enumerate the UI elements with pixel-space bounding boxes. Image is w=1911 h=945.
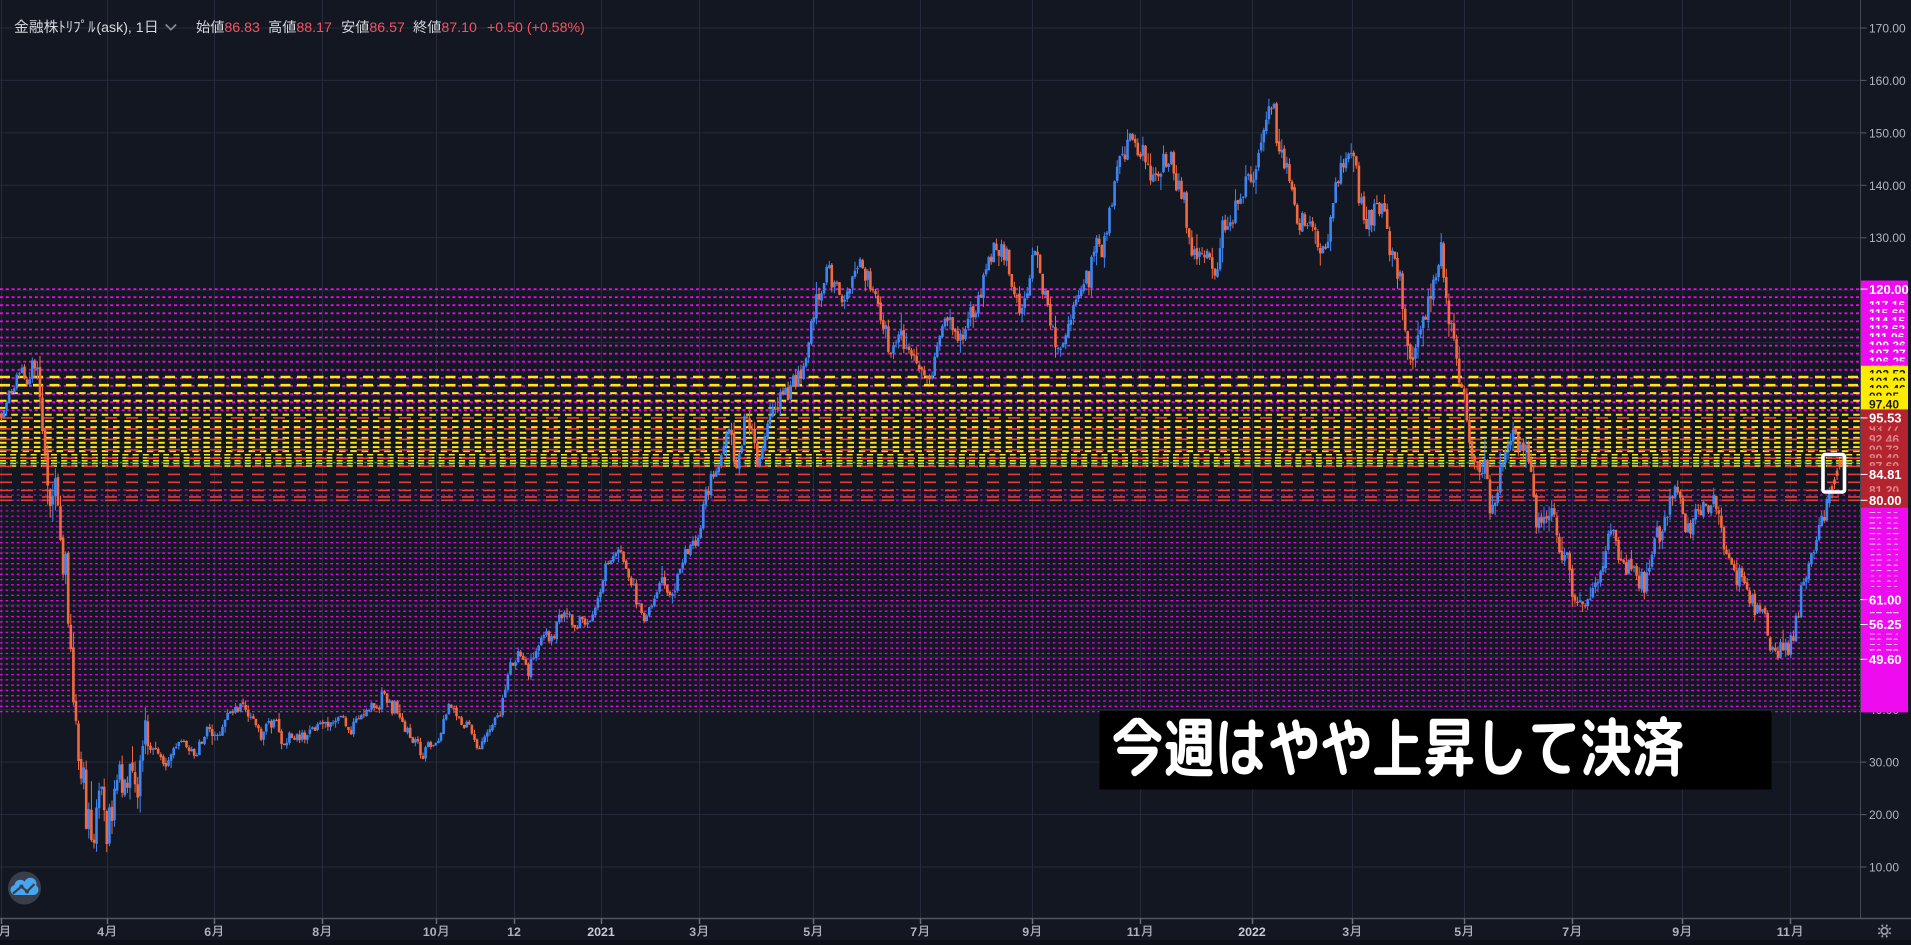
svg-text:160.00: 160.00 — [1869, 74, 1906, 88]
svg-text:86.83: 86.83 — [224, 20, 260, 36]
svg-text:170.00: 170.00 — [1869, 22, 1906, 36]
svg-text:3: 3 — [689, 925, 696, 939]
svg-text:150.00: 150.00 — [1869, 126, 1906, 140]
svg-text:88.17: 88.17 — [296, 20, 332, 36]
svg-text:8: 8 — [312, 925, 319, 939]
svg-text:11: 11 — [1777, 925, 1790, 939]
svg-text:12: 12 — [507, 925, 521, 939]
svg-text:(ask), 1: (ask), 1 — [96, 20, 143, 36]
svg-text:2022: 2022 — [1238, 925, 1266, 939]
svg-text:140.00: 140.00 — [1869, 179, 1906, 193]
svg-text:2021: 2021 — [587, 925, 615, 939]
svg-text:120.00: 120.00 — [1869, 282, 1909, 297]
svg-text:84.81: 84.81 — [1869, 467, 1902, 482]
svg-text:5: 5 — [1454, 925, 1461, 939]
svg-text:5: 5 — [803, 925, 810, 939]
svg-text:95.53: 95.53 — [1869, 411, 1902, 426]
svg-text:61.00: 61.00 — [1869, 592, 1902, 607]
svg-text:130.00: 130.00 — [1869, 231, 1906, 245]
svg-text:11: 11 — [1127, 925, 1140, 939]
svg-text:80.00: 80.00 — [1869, 493, 1902, 508]
svg-text:7: 7 — [1562, 925, 1569, 939]
svg-text:6: 6 — [204, 925, 211, 939]
svg-text:7: 7 — [910, 925, 917, 939]
svg-text:9: 9 — [1672, 925, 1679, 939]
svg-text:97.40: 97.40 — [1869, 397, 1899, 411]
svg-text:20.00: 20.00 — [1869, 808, 1899, 822]
svg-text:+0.50 (+0.58%): +0.50 (+0.58%) — [487, 20, 585, 36]
svg-text:56.25: 56.25 — [1869, 617, 1902, 632]
svg-text:4: 4 — [97, 925, 104, 939]
svg-text:10: 10 — [423, 925, 437, 939]
svg-text:86.57: 86.57 — [369, 20, 405, 36]
svg-text:49.60: 49.60 — [1869, 652, 1902, 667]
svg-text:3: 3 — [1342, 925, 1349, 939]
svg-text:87.10: 87.10 — [441, 20, 477, 36]
svg-text:10.00: 10.00 — [1869, 861, 1899, 875]
svg-text:30.00: 30.00 — [1869, 756, 1899, 770]
svg-text:9: 9 — [1022, 925, 1029, 939]
